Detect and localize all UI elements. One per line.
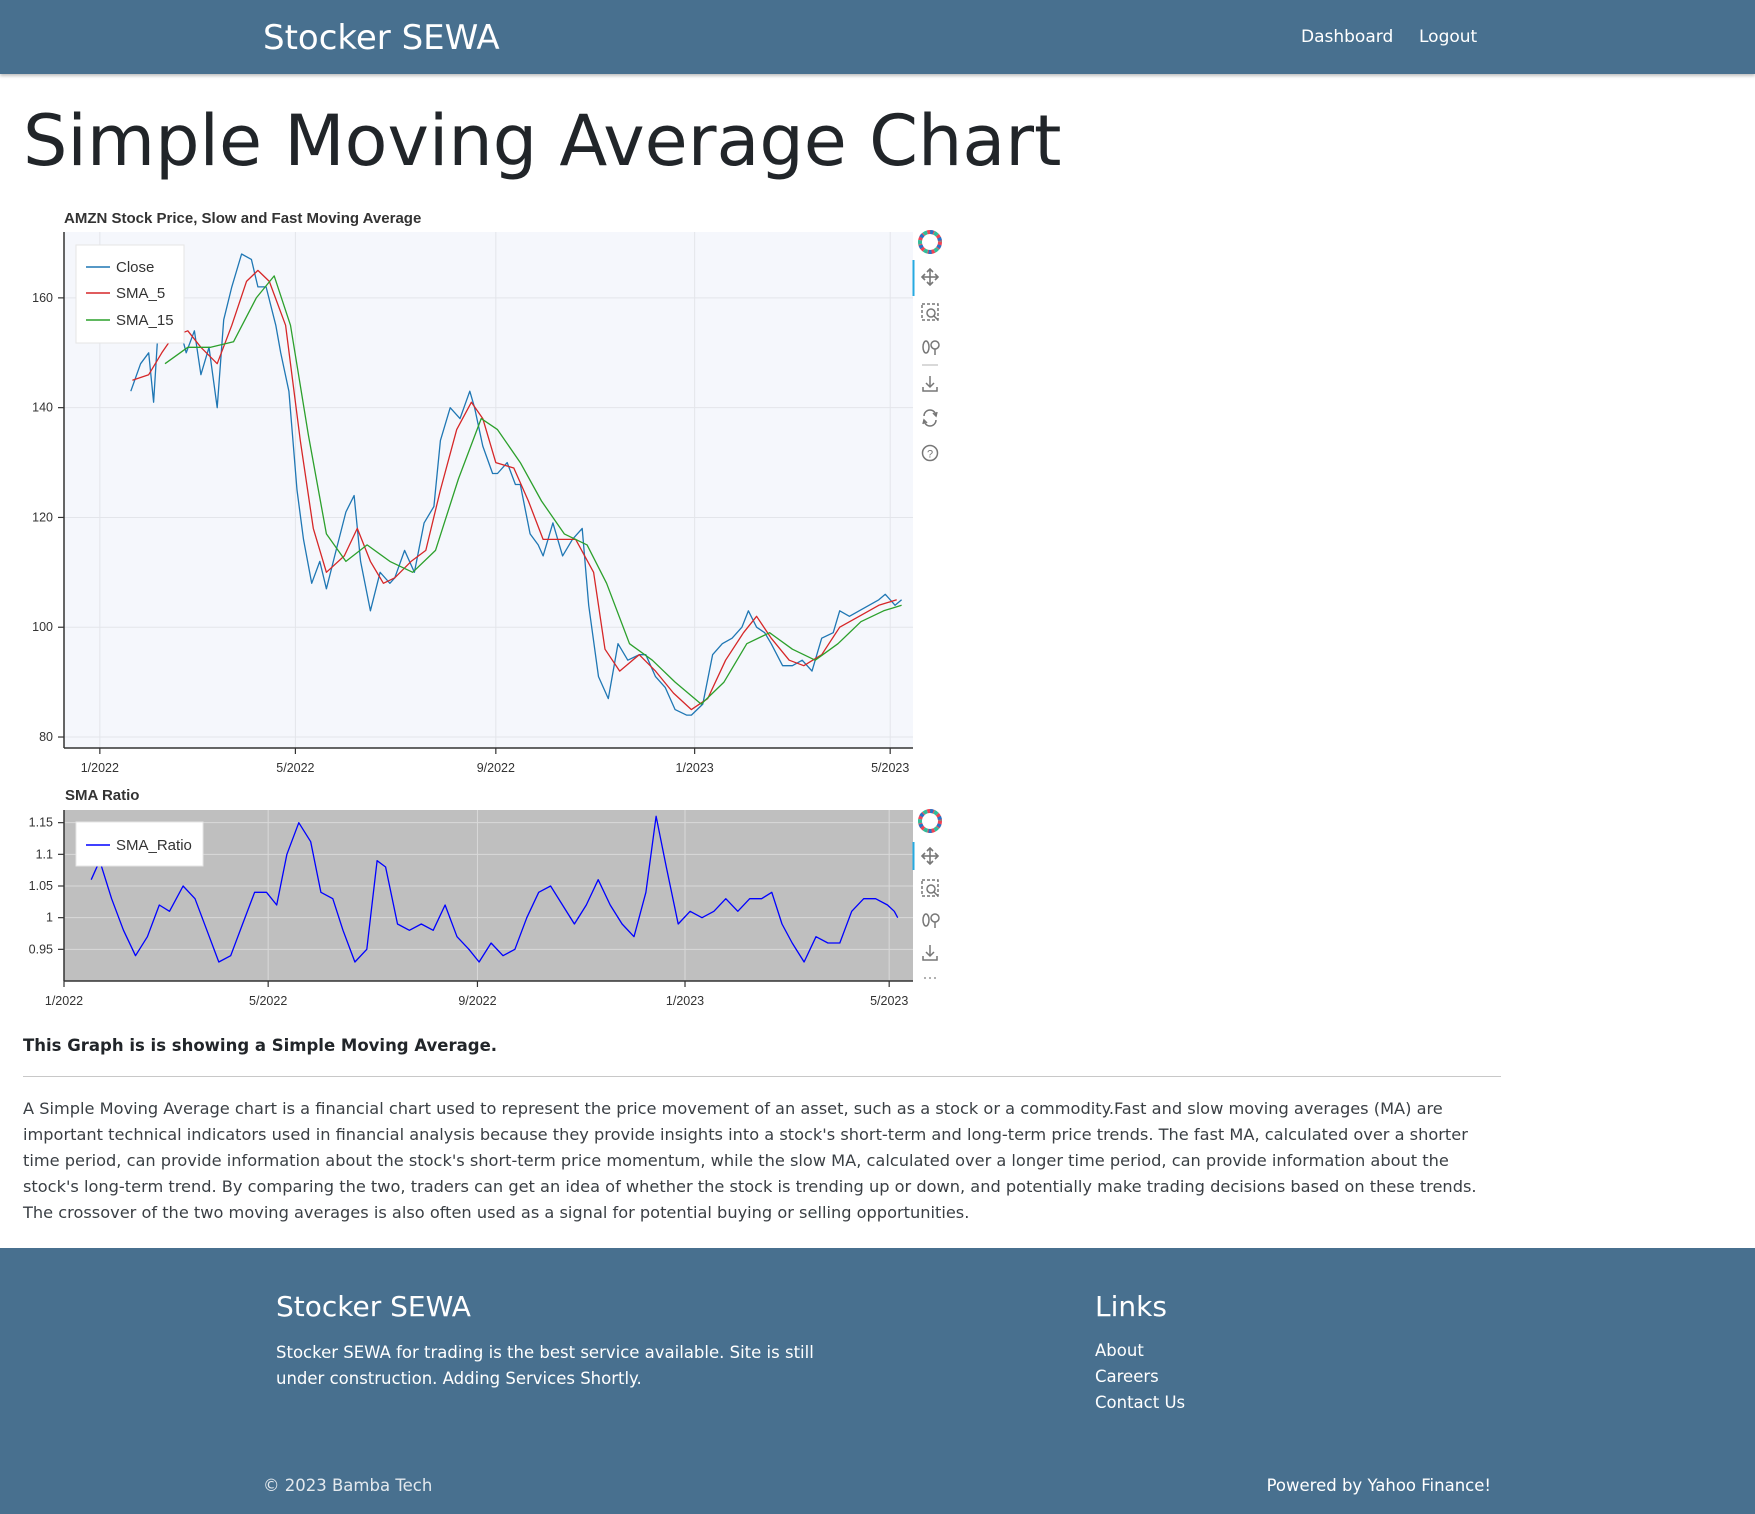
price-chart: AMZN Stock Price, Slow and Fast Moving A… [32, 210, 942, 775]
description-paragraph: A Simple Moving Average chart is a finan… [23, 1099, 1477, 1222]
y-tick-label: 0.95 [29, 942, 53, 956]
save-icon[interactable] [922, 376, 938, 392]
y-tick-label: 1.05 [29, 879, 53, 893]
x-tick-label: 5/2023 [870, 994, 908, 1008]
x-tick-label: 1/2022 [81, 761, 119, 775]
bokeh-logo-icon[interactable] [918, 230, 942, 254]
series-lines [130, 253, 903, 716]
legend-item-sma-5[interactable]: SMA_5 [116, 285, 165, 302]
y-tick-label: 140 [32, 401, 53, 415]
reset-icon[interactable] [922, 409, 938, 427]
pan-icon[interactable] [920, 846, 940, 866]
y-tick-label: 80 [39, 730, 53, 744]
y-tick-label: 1 [46, 911, 53, 925]
legend-box [75, 244, 185, 344]
save-icon[interactable] [922, 945, 938, 961]
series-line-sma-ratio[interactable] [90, 815, 899, 963]
x-tick-label: 9/2022 [458, 994, 496, 1008]
y-tick-label: 120 [32, 510, 53, 524]
legend-box [75, 821, 204, 867]
series-line-sma-15[interactable] [164, 275, 902, 705]
x-tick-label: 9/2022 [477, 761, 515, 775]
footer-links-title: Links [1095, 1290, 1167, 1323]
footer-brand: Stocker SEWA [276, 1290, 471, 1323]
y-tick-label: 160 [32, 291, 53, 305]
x-tick-label: 5/2022 [249, 994, 287, 1008]
y-ticks: 80 100 120 140 160 [32, 291, 64, 744]
y-tick-label: 1.15 [29, 816, 53, 830]
footer-link-careers[interactable]: Careers [1095, 1367, 1159, 1386]
nav-link-dashboard[interactable]: Dashboard [1301, 27, 1394, 47]
wheel-zoom-icon[interactable] [922, 340, 940, 366]
chart-title: AMZN Stock Price, Slow and Fast Moving A… [64, 210, 421, 227]
y-ticks: 0.95 1 1.05 1.1 1.15 [29, 816, 64, 956]
x-tick-label: 1/2023 [676, 761, 714, 775]
box-zoom-icon[interactable] [921, 303, 939, 321]
x-ticks: 1/2022 5/2022 9/2022 1/2023 5/2023 [45, 981, 908, 1008]
plot-area[interactable] [64, 810, 913, 981]
x-tick-label: 5/2022 [276, 761, 314, 775]
plot-area[interactable] [64, 232, 913, 748]
footer-link-about[interactable]: About [1095, 1341, 1144, 1360]
legend[interactable]: Close SMA_5 SMA_15 [75, 244, 185, 344]
more-tools-icon[interactable] [924, 977, 936, 979]
series-line-close[interactable] [130, 253, 903, 716]
wheel-zoom-icon[interactable] [922, 913, 940, 928]
grid [63, 810, 913, 981]
page-title: Simple Moving Average Chart [23, 100, 1062, 182]
x-ticks: 1/2022 5/2022 9/2022 1/2023 5/2023 [81, 748, 909, 775]
x-tick-label: 5/2023 [871, 761, 909, 775]
legend-item-sma-15[interactable]: SMA_15 [116, 312, 174, 329]
toolbar: ? [918, 230, 942, 462]
help-icon[interactable]: ? [921, 444, 939, 462]
y-tick-label: 1.1 [36, 847, 53, 861]
ratio-chart: SMA Ratio 0.95 1 1.05 1.1 1.15 1/2022 5/2022 9… [29, 787, 942, 1008]
legend-item-sma-ratio[interactable]: SMA_Ratio [116, 837, 192, 854]
bokeh-logo-icon[interactable] [918, 809, 942, 833]
powered-by: Powered by Yahoo Finance! [1266, 1476, 1491, 1495]
legend[interactable]: SMA_Ratio [75, 821, 204, 867]
navbar: Stocker SEWA Dashboard Logout [0, 0, 1755, 74]
navbar-brand[interactable]: Stocker SEWA [263, 18, 500, 58]
pan-icon[interactable] [920, 267, 940, 287]
footer: Stocker SEWA Stocker SEWA for trading is… [0, 1248, 1755, 1514]
legend-item-close[interactable]: Close [116, 259, 154, 276]
footer-link-contact-us[interactable]: Contact Us [1095, 1393, 1186, 1412]
y-tick-label: 100 [32, 620, 53, 634]
series-lines [90, 815, 899, 963]
divider [23, 1076, 1501, 1077]
box-zoom-icon[interactable] [921, 879, 939, 897]
chart-title: SMA Ratio [65, 787, 139, 804]
series-line-sma-5[interactable] [132, 269, 897, 711]
chart-caption: This Graph is is showing a Simple Moving… [23, 1036, 498, 1055]
copyright: © 2023 Bamba Tech [263, 1476, 433, 1495]
x-tick-label: 1/2023 [666, 994, 704, 1008]
nav-link-logout[interactable]: Logout [1419, 27, 1478, 47]
svg-text:?: ? [927, 449, 933, 461]
footer-text: Stocker SEWA for trading is the best ser… [276, 1343, 814, 1388]
x-tick-label: 1/2022 [45, 994, 83, 1008]
toolbar [918, 809, 942, 979]
